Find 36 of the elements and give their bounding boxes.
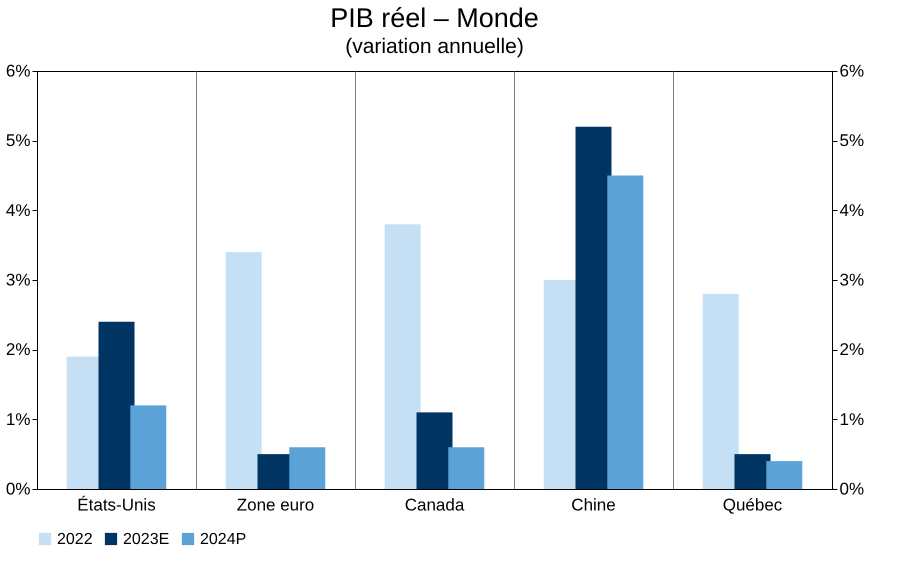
legend-label: 2024P: [200, 531, 246, 548]
x-tick-label: Québec: [722, 496, 783, 514]
y-tick-label: 2%: [6, 340, 30, 360]
y2-tick-label: 2%: [840, 340, 864, 360]
x-tick-label: Zone euro: [236, 496, 314, 514]
bar: [98, 322, 134, 489]
y2-tick-label: 1%: [840, 410, 864, 429]
bar: [766, 461, 802, 489]
y2-tick-label: 6%: [840, 62, 864, 80]
y-tick-label: 6%: [6, 62, 30, 80]
y-tick-label: 5%: [6, 131, 30, 150]
bar: [226, 252, 262, 489]
bar: [416, 412, 452, 489]
bar: [607, 176, 644, 489]
chart-subtitle: (variation annuelle): [345, 35, 524, 58]
bar: [130, 405, 166, 489]
bar: [702, 294, 739, 489]
bar: [384, 224, 421, 489]
y2-tick-label: 0%: [840, 480, 864, 498]
bar: [289, 447, 326, 489]
y-tick-label: 0%: [6, 480, 30, 498]
x-tick-label: Chine: [571, 496, 616, 514]
y2-tick-label: 5%: [840, 131, 864, 150]
y2-tick-label: 4%: [840, 200, 864, 220]
bar: [734, 454, 770, 489]
x-tick-label: Canada: [404, 496, 465, 514]
x-tick-label: États-Unis: [77, 496, 156, 514]
y-tick-label: 4%: [6, 200, 30, 220]
chart-title: PIB réel – Monde: [330, 3, 539, 33]
y2-tick-label: 3%: [840, 270, 864, 290]
legend-label: 2023E: [123, 531, 170, 548]
bar: [448, 447, 484, 489]
legend-label: 2022: [57, 531, 93, 548]
bar: [576, 126, 612, 489]
y-tick-label: 1%: [6, 410, 30, 429]
y-tick-label: 3%: [6, 270, 30, 290]
